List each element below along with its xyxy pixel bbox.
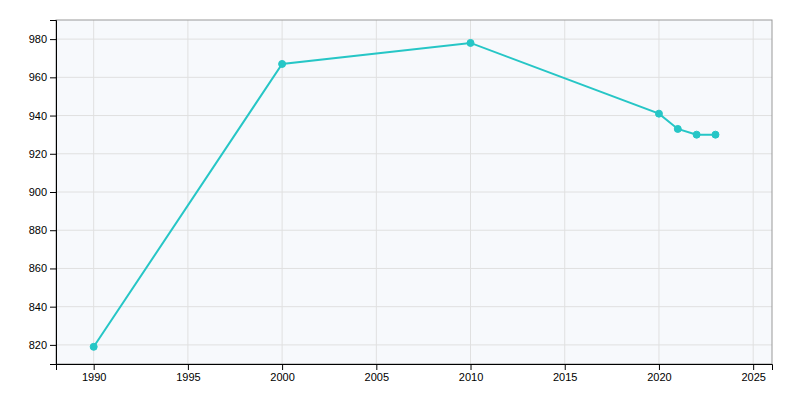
- y-axis-tick: 900: [29, 186, 56, 198]
- grid-line-y: [56, 344, 772, 345]
- grid-line-y: [56, 115, 772, 116]
- x-axis-tick-label: 2000: [270, 371, 294, 383]
- grid-line-y: [56, 268, 772, 269]
- y-axis: 820 840 860 880 900 920 940 960 980: [29, 21, 57, 365]
- data-point: [90, 343, 97, 350]
- y-axis-tick-label: 920: [29, 148, 47, 160]
- data-point: [279, 60, 286, 67]
- x-axis-tick-mark: [94, 364, 95, 370]
- y-axis-tick-mark: [50, 230, 56, 231]
- plot-area: [90, 39, 719, 350]
- y-axis-tick: 820: [29, 339, 56, 351]
- y-axis-tick-label: 880: [29, 224, 47, 236]
- x-axis-tick: 2025: [741, 364, 765, 383]
- y-axis-tick-label: 980: [29, 33, 47, 45]
- x-axis-tick: 2020: [647, 364, 671, 383]
- x-axis-tick: 2010: [459, 364, 483, 383]
- y-axis-tick: 840: [29, 301, 56, 313]
- x-axis-tick: 1995: [176, 364, 200, 383]
- grid-line-y: [56, 230, 772, 231]
- x-axis-tick-mark: [188, 364, 189, 370]
- plot-frame: [56, 20, 772, 364]
- y-axis-tick: 940: [29, 110, 56, 122]
- y-axis-tick: 880: [29, 224, 56, 236]
- y-axis-tick-mark: [50, 39, 56, 40]
- y-axis-line: [50, 21, 57, 365]
- grid-line-y: [56, 192, 772, 193]
- data-point: [712, 131, 719, 138]
- x-axis-tick-label: 2005: [365, 371, 389, 383]
- data-point: [655, 110, 662, 117]
- grid: [56, 20, 772, 364]
- y-axis-tick: 920: [29, 148, 56, 160]
- y-axis-tick: 980: [29, 33, 56, 45]
- x-axis-tick-mark: [753, 364, 754, 370]
- x-axis-tick-label: 2020: [647, 371, 671, 383]
- series-line: [94, 43, 716, 347]
- x-axis-tick-label: 2015: [553, 371, 577, 383]
- grid-line-y: [56, 306, 772, 307]
- data-point: [693, 131, 700, 138]
- x-axis-tick-label: 1995: [176, 371, 200, 383]
- x-axis-tick: 2015: [553, 364, 577, 383]
- grid-line-y: [56, 39, 772, 40]
- x-axis-tick-mark: [282, 364, 283, 370]
- grid-line-y: [56, 153, 772, 154]
- y-axis-tick-mark: [50, 192, 56, 193]
- y-axis-tick: 860: [29, 262, 56, 274]
- x-axis-tick-label: 2025: [741, 371, 765, 383]
- data-point: [674, 125, 681, 132]
- x-axis-tick: 2005: [365, 364, 389, 383]
- plot-background: [56, 20, 772, 364]
- y-axis-tick-mark: [50, 154, 56, 155]
- grid-line-y: [56, 77, 772, 78]
- x-axis-tick-mark: [376, 364, 377, 370]
- x-axis: 1990 1995 2000 2005 2010 2015 2020 2025: [57, 364, 773, 383]
- chart-container: 1990 1995 2000 2005 2010 2015 2020 2025 820 840 86…: [0, 0, 800, 400]
- y-axis-tick-mark: [50, 268, 56, 269]
- x-axis-tick-mark: [471, 364, 472, 370]
- y-axis-tick-label: 860: [29, 262, 47, 274]
- x-axis-tick: 2000: [270, 364, 294, 383]
- y-axis-tick-label: 840: [29, 301, 47, 313]
- x-axis-line: [57, 365, 773, 371]
- data-point: [467, 39, 474, 46]
- y-axis-tick-label: 940: [29, 110, 47, 122]
- y-axis-tick-mark: [50, 307, 56, 308]
- y-axis-tick-label: 960: [29, 71, 47, 83]
- y-axis-tick-mark: [50, 345, 56, 346]
- x-axis-tick-label: 1990: [82, 371, 106, 383]
- y-axis-tick-mark: [50, 77, 56, 78]
- x-axis-tick-mark: [659, 364, 660, 370]
- y-axis-tick-mark: [50, 116, 56, 117]
- chart-svg: 1990 1995 2000 2005 2010 2015 2020 2025 820 840 86…: [0, 0, 800, 400]
- y-axis-tick: 960: [29, 71, 56, 83]
- x-axis-tick-mark: [565, 364, 566, 370]
- x-axis-tick: 1990: [82, 364, 106, 383]
- y-axis-tick-label: 900: [29, 186, 47, 198]
- x-axis-tick-label: 2010: [459, 371, 483, 383]
- y-axis-tick-label: 820: [29, 339, 47, 351]
